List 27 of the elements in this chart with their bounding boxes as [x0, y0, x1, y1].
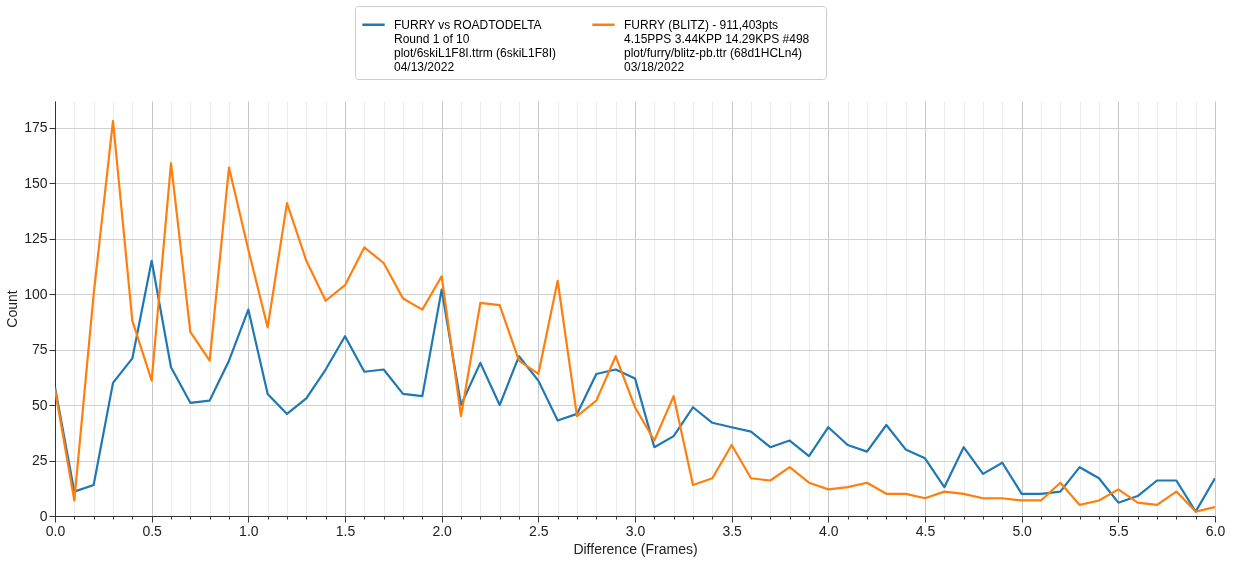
x-tick-label: 2.5	[529, 522, 549, 539]
y-tick-label: 125	[24, 230, 48, 247]
x-tick-label: 1.5	[335, 522, 356, 539]
x-tick-label: 5.5	[1109, 522, 1129, 539]
x-axis-title: Difference (Frames)	[573, 540, 698, 557]
y-tick-label: 100	[24, 285, 48, 302]
y-tick-label: 50	[31, 396, 48, 413]
y-tick-label: 0	[39, 507, 48, 524]
x-tick-label: 5.0	[1012, 522, 1033, 539]
x-tick-label: 4.0	[819, 522, 839, 539]
x-tick-label: 1.0	[239, 522, 259, 539]
x-tick-label: 4.5	[915, 522, 936, 539]
line-series	[55, 119, 1215, 513]
y-tick-label: 25	[31, 452, 48, 469]
legend-label: FURRY vs ROADTODELTA Round 1 of 10 plot/6skiL1F8I.ttrm (6skiL1F8I) 04/13/2022	[394, 17, 557, 74]
line-series	[55, 259, 1215, 513]
legend-label: FURRY (BLITZ) - 911,403pts 4.15PPS 3.44KPP 14.29KPS #498 plot/furry/blitz-pb.ttr (68d1HCLn4) 03/18/2022	[624, 17, 810, 74]
y-axis-title: Count	[4, 290, 21, 328]
x-tick-label: 0.5	[142, 522, 163, 539]
x-tick-label: 3.5	[722, 522, 743, 539]
x-tick-label: 2.0	[432, 522, 453, 539]
y-tick-label: 175	[24, 119, 48, 136]
x-tick-label: 0.0	[45, 522, 66, 539]
y-tick-label: 75	[31, 341, 48, 358]
x-tick-label: 3.0	[625, 522, 646, 539]
y-tick-label: 150	[24, 174, 48, 191]
x-tick-label: 6.0	[1205, 522, 1226, 539]
